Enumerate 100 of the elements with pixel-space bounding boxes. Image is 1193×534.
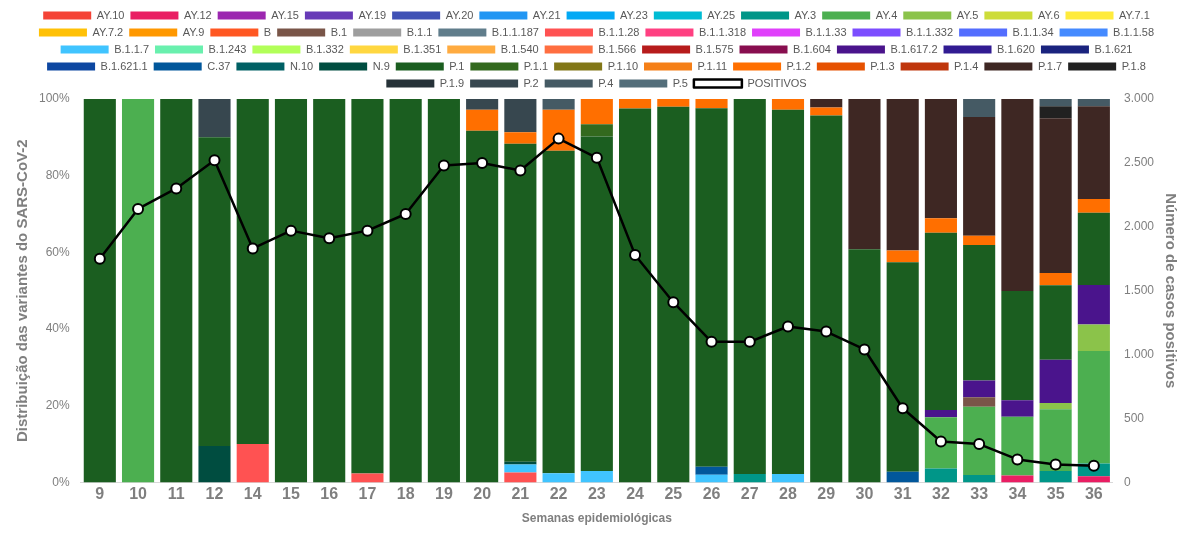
legend-label: B.1.1.318 [698, 25, 747, 38]
y-tick-label: 0% [52, 474, 71, 489]
y-tick-label: 100% [38, 91, 71, 106]
bar [542, 150, 575, 474]
bar [886, 262, 919, 472]
point [93, 252, 106, 265]
y2-axis-title: Número de casos positivos [1162, 193, 1180, 389]
legend-label: B.1.1.58 [1113, 25, 1155, 38]
point [514, 164, 527, 177]
bar [466, 99, 499, 110]
x-tick-label: 36 [1084, 485, 1103, 503]
bar [427, 99, 460, 483]
legend-label: AY.12 [183, 8, 212, 21]
legend-label: B.1.575 [695, 42, 734, 55]
bar [810, 99, 843, 108]
bar [924, 99, 957, 219]
bar [504, 472, 537, 483]
x-tick-label: 22 [549, 485, 568, 503]
legend-label: B.1.1 [406, 25, 433, 38]
legend-label: B.1.332 [305, 42, 344, 55]
bar [1039, 409, 1072, 471]
legend-label: AY.5 [956, 8, 979, 21]
legend-label: POSITIVOS [747, 76, 807, 89]
point [1049, 458, 1062, 471]
bar [351, 99, 384, 474]
legend-label: P.1 [449, 59, 465, 72]
point [858, 343, 871, 356]
y-tick-label: 20% [45, 398, 71, 413]
bar [848, 99, 881, 250]
bar [733, 99, 766, 474]
bar [389, 99, 422, 483]
legend-label: B.1.617.2 [890, 42, 938, 55]
point [208, 154, 221, 167]
y2-tick-label: 2.000 [1123, 219, 1155, 234]
point [323, 232, 336, 245]
y2-tick-label: 0 [1123, 474, 1131, 489]
x-tick-label: 30 [855, 485, 874, 503]
legend-label: B.1.243 [208, 42, 247, 55]
x-tick-label: 9 [95, 485, 105, 503]
y2-tick-label: 1.000 [1123, 346, 1155, 361]
legend-label: B.1.566 [598, 42, 637, 55]
bar [542, 99, 575, 110]
y2-tick-label: 500 [1123, 410, 1145, 425]
bar [466, 109, 499, 131]
legend-label: AY.10 [96, 8, 125, 21]
legend-label: B.1.1.187 [491, 25, 539, 38]
legend-label: AY.25 [707, 8, 736, 21]
point [284, 224, 297, 237]
point [590, 151, 603, 164]
bar [1077, 106, 1110, 200]
bar [580, 136, 613, 471]
x-tick-label: 15 [282, 485, 300, 503]
bar [83, 99, 116, 483]
point [552, 132, 565, 145]
bar [1039, 359, 1072, 404]
bar [886, 471, 919, 483]
x-tick-label: 32 [932, 485, 950, 503]
bar [1077, 324, 1110, 351]
bar [1039, 285, 1072, 360]
x-tick-label: 17 [358, 485, 377, 503]
bar [121, 99, 155, 483]
legend-label: B [263, 25, 272, 38]
legend-label: N.9 [372, 59, 390, 72]
bar [1077, 199, 1110, 213]
bar [771, 99, 805, 110]
legend-label: B.1 [330, 25, 348, 38]
bar [313, 99, 346, 483]
bar [198, 445, 231, 483]
bar [695, 466, 728, 475]
bar [504, 464, 537, 473]
x-axis-title: Semanas epidemiológicas [521, 511, 673, 526]
bar [504, 99, 537, 133]
x-tick-label: 16 [320, 485, 339, 503]
bar [963, 380, 996, 398]
bar [1001, 475, 1034, 483]
bar [274, 99, 308, 483]
legend-label: AY.6 [1037, 8, 1060, 21]
bar [1001, 400, 1034, 417]
x-tick-label: 10 [129, 485, 148, 503]
x-tick-label: 24 [626, 485, 645, 503]
x-tick-label: 31 [893, 485, 912, 503]
legend-label: P.1.9 [439, 76, 465, 89]
legend-label: P.1.10 [607, 59, 639, 72]
legend-label: AY.7.1 [1119, 8, 1150, 21]
bar [657, 106, 690, 483]
legend-label: P.1.8 [1121, 59, 1146, 72]
point [132, 202, 145, 215]
legend-label: B.1.1.332 [906, 25, 954, 38]
bar [580, 99, 613, 125]
bar [542, 473, 575, 483]
bar [963, 235, 996, 246]
bar [504, 132, 537, 144]
legend-label: P.5 [672, 76, 688, 89]
bar [733, 473, 766, 483]
legend-label: P.1.11 [697, 59, 728, 72]
point [399, 208, 412, 221]
legend-label: B.1.1.7 [114, 42, 149, 55]
y2-tick-label: 3.000 [1123, 91, 1155, 106]
point [629, 248, 642, 261]
point [820, 325, 833, 338]
